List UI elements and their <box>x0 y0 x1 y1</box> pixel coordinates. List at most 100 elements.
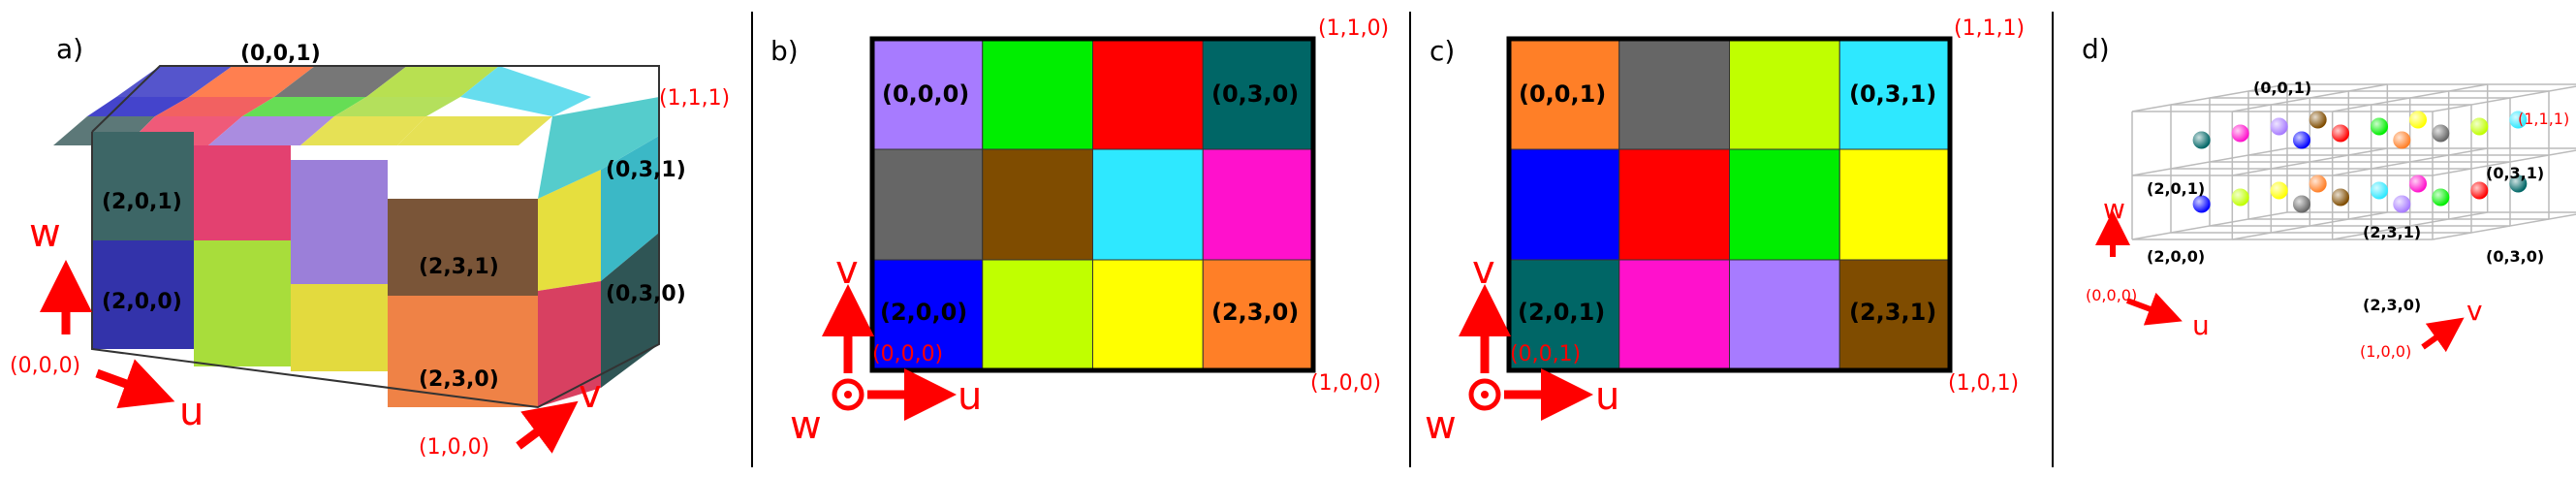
front-cell <box>538 281 601 407</box>
panel-b-letter: b) <box>770 35 799 67</box>
grid-cell <box>1618 259 1730 371</box>
cell-label: (2,0,1) <box>102 190 182 214</box>
grid-cell <box>1618 38 1730 150</box>
top-cell <box>334 97 460 116</box>
v-axis-label: v <box>1472 248 1495 293</box>
cell-label: (0,0,1) <box>2253 79 2311 97</box>
cell-label: (0,3,1) <box>1849 80 1936 108</box>
grid-cell <box>871 38 984 150</box>
top-cell <box>460 66 591 116</box>
cell-label: (2,3,1) <box>1849 299 1936 326</box>
corner-uvw-label: (1,1,1) <box>2518 110 2569 128</box>
v-axis-label: v <box>835 248 859 293</box>
v-axis-arrow <box>516 400 579 454</box>
u-axis-label: u <box>1595 374 1619 419</box>
front-cell <box>92 240 194 349</box>
top-cell <box>242 97 366 116</box>
cell-label: (0,3,0) <box>606 282 686 306</box>
top-cell <box>397 116 552 145</box>
grid-cell <box>1838 148 1951 261</box>
u-axis-arrow <box>2125 292 2183 326</box>
top-cell <box>208 116 334 145</box>
cell-label: (0,3,0) <box>2486 247 2544 266</box>
wireframe-lattice <box>2131 83 2576 240</box>
w-axis-label: w <box>29 211 61 256</box>
cell-label: (0,0,1) <box>240 42 321 66</box>
cell-label: (2,3,0) <box>419 367 499 392</box>
corner-tr-label: (1,1,0) <box>1318 16 1389 41</box>
grid-cell <box>982 148 1093 261</box>
cell-label: (2,0,1) <box>2147 179 2205 198</box>
top-cell <box>116 66 233 97</box>
front-cell <box>388 199 538 296</box>
side-cell <box>538 97 659 199</box>
grid-cell <box>1202 38 1314 150</box>
grid-c <box>1508 38 1951 371</box>
panel-d: d) (0,0,1) (2,0,1) (2,0,0) (2,3,1) (2,3,… <box>2082 33 2576 361</box>
front-cell <box>194 240 291 366</box>
cell-label: (0,0,1) <box>1519 80 1606 108</box>
panel-a-letter: a) <box>56 33 83 65</box>
front-cell <box>291 284 388 371</box>
u-axis-label: u <box>2192 309 2210 341</box>
grid-cell <box>1202 148 1314 261</box>
grid-cell <box>1838 38 1951 150</box>
grid-cell <box>1092 38 1204 150</box>
v-axis-label: v <box>2466 295 2483 327</box>
cell-label: (2,3,1) <box>2363 223 2421 241</box>
front-cell <box>538 170 601 291</box>
front-cell <box>291 160 388 284</box>
cell-label: (2,0,1) <box>1518 299 1605 326</box>
grid-b <box>871 38 1314 371</box>
w-axis-label: w <box>2103 193 2125 225</box>
grid-cell <box>1092 148 1204 261</box>
grid-cell <box>1508 148 1620 261</box>
top-cell <box>300 116 426 145</box>
grid-cell <box>1729 148 1840 261</box>
cell-label: (2,0,0) <box>102 290 182 314</box>
front-cell <box>194 145 291 240</box>
corner-origin-label: (0,0,1) <box>1510 342 1581 366</box>
w-axis-out-icon <box>1468 378 1501 411</box>
grid-cell <box>1618 148 1730 261</box>
w-axis-out-icon <box>832 378 864 411</box>
grid-cell <box>1729 259 1840 371</box>
front-cell <box>388 296 538 407</box>
cell-label: (0,0,0) <box>882 80 969 108</box>
cell-label: (2,0,0) <box>880 299 967 326</box>
sphere-set <box>2192 111 2528 213</box>
cell-label: (2,3,1) <box>419 255 499 279</box>
panel-a: a) (0,0,1) (2,0,1) <box>10 33 730 460</box>
panel-b: b) (0,0,0) (0,3,0) (2,0,0) (2,3,0) (1,1,… <box>770 16 1389 448</box>
panel-c: c) (0,0,1) (0,3,1) (2,0,1) (2,3,1) (1,1,… <box>1425 16 2025 448</box>
u-axis-arrow <box>95 359 175 409</box>
top-cell <box>366 66 499 97</box>
corner-uvw-label: (1,1,1) <box>659 86 730 111</box>
corner-u-label: (1,0,0) <box>2360 342 2411 361</box>
corner-u-label: (1,0,0) <box>419 435 489 460</box>
grid-cell <box>1508 38 1620 150</box>
cell-label: (0,3,1) <box>2486 164 2544 182</box>
grid-cell <box>1508 259 1620 371</box>
top-cell <box>155 97 274 116</box>
grid-cell <box>982 259 1093 371</box>
w-axis-label: w <box>790 403 822 448</box>
corner-br-label: (1,0,1) <box>1948 371 2019 396</box>
v-axis-arrow <box>2421 317 2465 353</box>
grid-cell <box>871 259 984 371</box>
corner-origin-label: (0,0,0) <box>2086 286 2137 304</box>
panel-d-letter: d) <box>2082 33 2110 65</box>
cell-label: (0,3,0) <box>1211 80 1299 108</box>
front-cell <box>92 132 194 240</box>
cell-label: (2,3,0) <box>1211 299 1299 326</box>
cell-label: (2,0,0) <box>2147 247 2205 266</box>
corner-tr-label: (1,1,1) <box>1954 16 2025 41</box>
corner-origin-label: (0,0,0) <box>10 354 80 378</box>
cell-label: (0,3,1) <box>606 158 686 182</box>
panel-c-letter: c) <box>1429 35 1455 67</box>
top-cell <box>189 66 315 97</box>
cell-label: (2,3,0) <box>2363 296 2421 314</box>
side-cell <box>601 233 659 388</box>
u-axis-label: u <box>179 390 204 434</box>
